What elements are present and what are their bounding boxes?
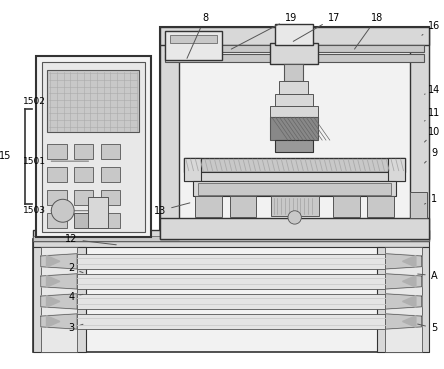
Bar	[275, 94, 313, 106]
Bar	[33, 247, 86, 352]
Text: 13: 13	[154, 203, 190, 216]
Circle shape	[51, 199, 74, 222]
Text: 1: 1	[424, 194, 437, 204]
Bar	[275, 24, 313, 45]
Text: 19: 19	[231, 13, 297, 49]
Bar	[160, 27, 429, 45]
Bar	[36, 56, 151, 238]
Bar	[270, 106, 317, 117]
Bar	[165, 45, 424, 52]
Text: 15: 15	[0, 151, 11, 161]
Bar	[284, 64, 303, 81]
Polygon shape	[47, 296, 60, 307]
Polygon shape	[403, 276, 416, 287]
Bar	[194, 181, 396, 196]
Polygon shape	[403, 256, 416, 267]
Polygon shape	[385, 294, 422, 309]
Polygon shape	[403, 316, 416, 327]
Bar	[410, 192, 427, 218]
Bar	[74, 190, 93, 205]
Bar	[184, 172, 405, 181]
Bar	[184, 158, 201, 181]
Bar	[48, 144, 67, 159]
Polygon shape	[41, 314, 77, 329]
Bar	[101, 213, 120, 228]
Text: 3: 3	[68, 323, 83, 333]
Bar	[160, 218, 429, 239]
Bar	[101, 144, 120, 159]
Polygon shape	[41, 294, 77, 309]
Bar	[385, 247, 422, 352]
Bar	[377, 247, 429, 352]
Bar	[48, 213, 67, 228]
Bar	[33, 239, 429, 247]
Bar	[160, 27, 429, 239]
Bar	[101, 167, 120, 182]
Bar	[101, 190, 120, 205]
Bar	[275, 140, 313, 152]
Bar	[74, 213, 93, 228]
Polygon shape	[403, 296, 416, 307]
Text: 14: 14	[424, 85, 440, 94]
Polygon shape	[385, 254, 422, 269]
Bar	[33, 230, 429, 241]
Bar	[367, 196, 394, 217]
Bar	[42, 62, 145, 232]
Bar	[198, 183, 391, 194]
Bar	[77, 274, 385, 289]
Bar	[74, 144, 93, 159]
Bar	[48, 70, 139, 132]
Bar	[165, 54, 424, 62]
Bar	[279, 81, 308, 94]
Text: 17: 17	[293, 13, 340, 41]
Text: 16: 16	[422, 21, 440, 35]
Bar	[77, 294, 385, 309]
Polygon shape	[41, 274, 77, 289]
Bar	[410, 27, 429, 239]
Bar	[388, 158, 405, 181]
Bar	[271, 196, 318, 215]
Text: 11: 11	[424, 108, 440, 121]
Bar	[270, 117, 317, 140]
Polygon shape	[385, 274, 422, 289]
Bar	[195, 196, 222, 217]
Polygon shape	[47, 276, 60, 287]
Bar	[48, 190, 67, 205]
Text: 1501: 1501	[23, 156, 88, 166]
Text: 1503: 1503	[23, 206, 88, 215]
Bar	[77, 314, 385, 329]
Polygon shape	[47, 316, 60, 327]
Bar	[333, 196, 360, 217]
Circle shape	[288, 211, 301, 224]
Polygon shape	[41, 254, 77, 269]
Bar	[77, 254, 385, 269]
Bar	[88, 197, 107, 228]
Bar	[33, 239, 429, 352]
Bar	[230, 196, 257, 217]
Bar	[270, 43, 317, 64]
Text: 12: 12	[65, 234, 116, 245]
Text: 10: 10	[424, 127, 440, 142]
Bar	[184, 158, 405, 172]
Bar	[48, 167, 67, 182]
Text: A: A	[418, 270, 437, 281]
Bar	[33, 235, 429, 241]
Text: 5: 5	[418, 323, 437, 333]
Text: 1502: 1502	[23, 97, 88, 106]
Bar	[74, 167, 93, 182]
Polygon shape	[385, 314, 422, 329]
Bar	[41, 247, 77, 352]
Text: 9: 9	[424, 148, 437, 163]
Bar	[165, 31, 222, 60]
Text: 18: 18	[354, 13, 383, 49]
Text: 2: 2	[68, 263, 83, 273]
Bar	[170, 35, 218, 43]
Polygon shape	[47, 256, 60, 267]
Bar	[160, 27, 179, 239]
Text: 8: 8	[187, 13, 208, 58]
Text: 4: 4	[68, 292, 83, 301]
